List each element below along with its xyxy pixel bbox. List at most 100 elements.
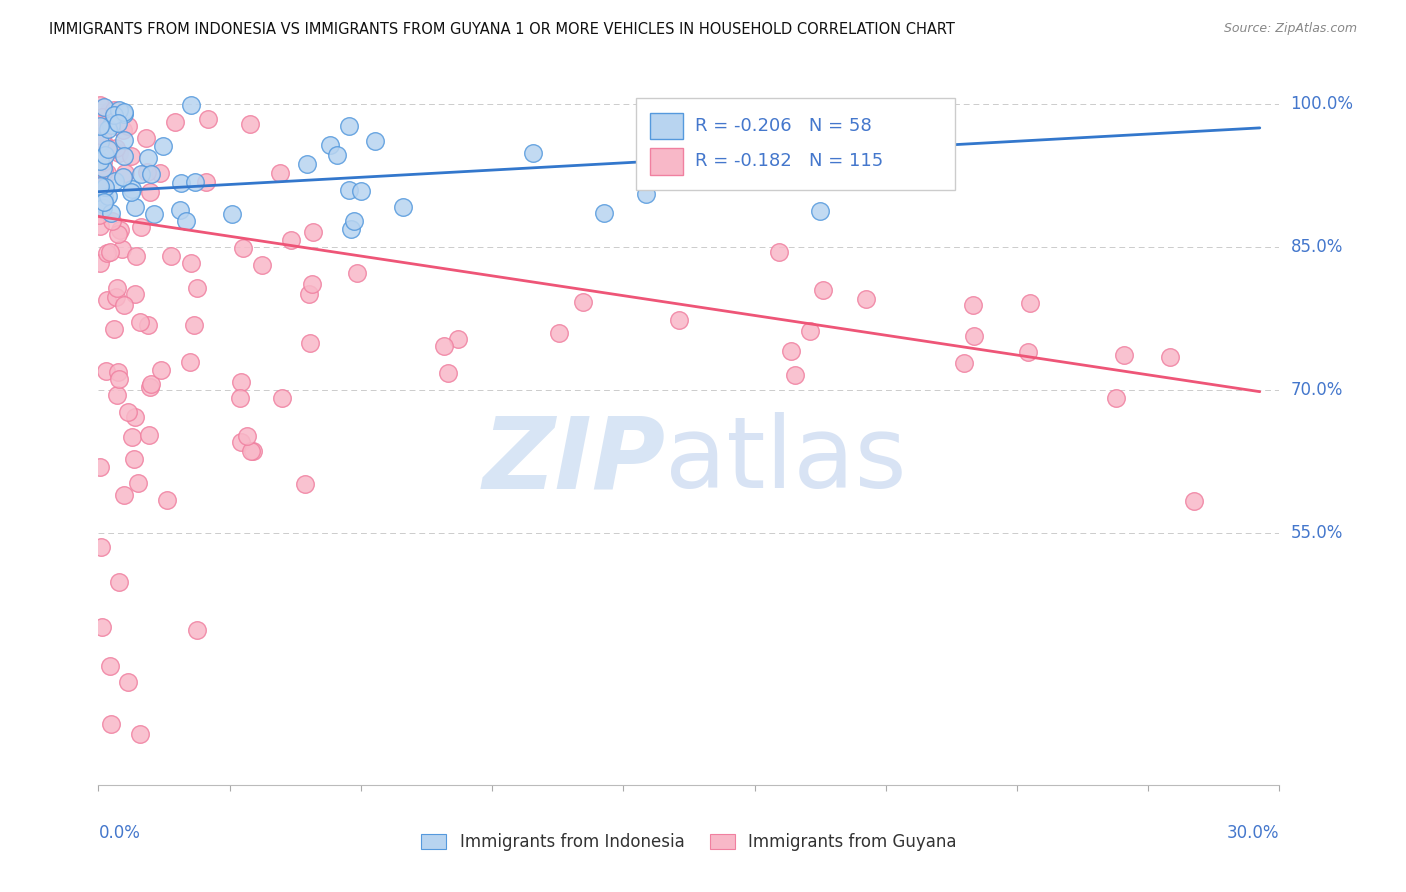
Point [229,434,252,449]
Point [139,377,162,392]
Point [194,175,217,189]
Point [111,242,134,256]
Point [768,245,790,260]
Point [121,181,143,195]
Point [91,110,114,124]
Point [1105,391,1128,405]
Point [91,201,114,215]
Point [117,119,139,133]
Point [100,118,122,132]
Point [112,123,135,137]
Text: Source: ZipAtlas.com: Source: ZipAtlas.com [1223,22,1357,36]
Point [896,139,918,153]
Point [855,292,877,306]
Point [107,116,129,130]
Point [89,175,111,189]
Point [97,143,120,157]
Text: 70.0%: 70.0% [1291,381,1343,399]
Legend: Immigrants from Indonesia, Immigrants from Guyana: Immigrants from Indonesia, Immigrants fr… [415,826,963,858]
Point [117,675,139,690]
Point [105,281,128,295]
Bar [650,112,683,139]
Point [108,574,131,589]
Point [93,190,115,204]
Point [91,197,114,211]
Point [298,336,321,351]
Point [239,117,262,131]
Point [139,379,162,393]
Point [114,166,136,180]
Point [184,176,207,190]
Point [89,179,111,194]
Point [96,293,118,307]
Point [89,460,111,475]
Point [180,256,202,270]
Point [250,258,273,272]
Point [139,167,162,181]
Point [114,105,136,120]
Point [183,318,205,332]
Point [103,322,125,336]
Point [593,206,616,220]
Point [91,154,114,169]
Point [652,151,675,165]
Point [179,355,201,369]
Point [100,717,122,731]
Point [112,106,135,120]
Point [108,103,131,117]
Point [280,233,302,247]
Point [120,149,142,163]
Point [783,368,806,383]
Point [242,444,264,458]
Point [152,139,174,153]
Point [93,100,115,114]
Point [169,202,191,217]
Point [97,122,120,136]
Text: ZIP: ZIP [482,412,665,509]
Point [107,227,129,241]
Point [108,223,131,237]
Text: 85.0%: 85.0% [1291,238,1343,256]
Point [89,202,111,216]
Point [127,476,149,491]
Point [107,365,129,379]
Point [174,213,197,227]
Point [231,375,253,389]
Point [221,207,243,221]
Point [799,324,821,338]
Point [112,170,135,185]
Text: R = -0.206   N = 58: R = -0.206 N = 58 [695,117,872,135]
Point [150,363,173,377]
Point [163,115,186,129]
Point [89,154,111,169]
Point [240,444,263,458]
Point [89,119,111,133]
Point [129,167,152,181]
Point [136,152,159,166]
Point [89,117,111,131]
Point [101,143,124,157]
Point [93,195,115,210]
Point [433,339,456,353]
Point [93,180,115,194]
Text: 100.0%: 100.0% [1291,95,1354,113]
Point [112,149,135,163]
Point [236,429,259,443]
Point [129,726,152,740]
Point [135,131,157,145]
Point [301,226,323,240]
Point [105,290,128,304]
Point [96,165,118,179]
Point [271,391,294,405]
Point [522,145,544,160]
Text: atlas: atlas [665,412,907,509]
Point [170,176,193,190]
Point [325,148,347,162]
Text: 0.0%: 0.0% [98,824,141,842]
Point [124,200,146,214]
Point [186,623,208,637]
Point [229,392,252,406]
Point [963,329,986,343]
Point [100,206,122,220]
Point [350,184,373,198]
